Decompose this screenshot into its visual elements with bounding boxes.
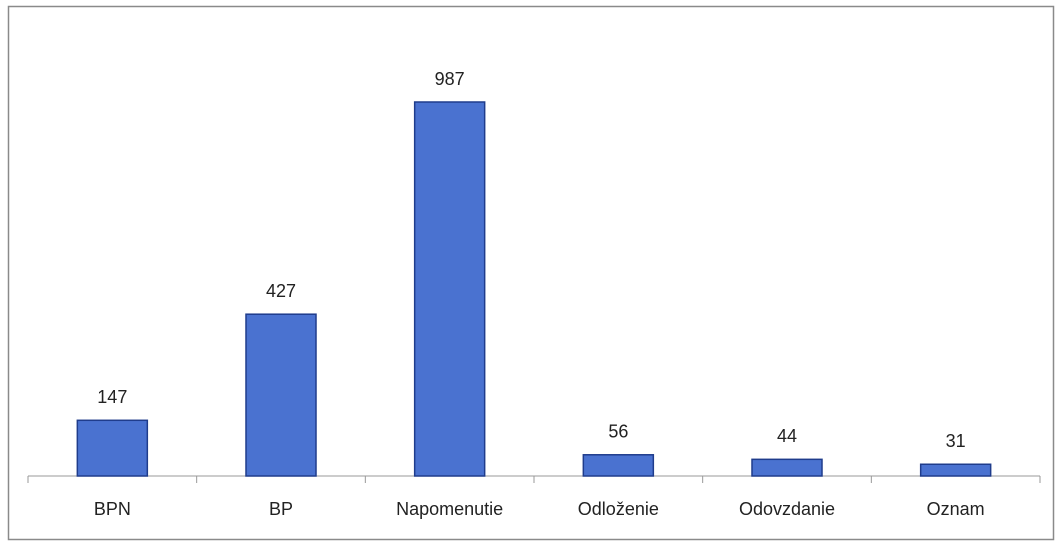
value-label: 427 bbox=[266, 281, 296, 301]
x-tick-label: Odloženie bbox=[578, 499, 659, 519]
chart-frame bbox=[7, 5, 1055, 541]
bar bbox=[245, 313, 317, 477]
value-label: 56 bbox=[608, 422, 628, 442]
x-tick-label: BPN bbox=[94, 499, 131, 519]
x-tick-label: BP bbox=[269, 499, 293, 519]
bar bbox=[919, 463, 992, 477]
x-tick-label: Oznam bbox=[927, 499, 985, 519]
bar bbox=[76, 419, 149, 477]
value-label: 44 bbox=[777, 426, 797, 446]
value-label: 31 bbox=[946, 431, 966, 451]
bar bbox=[751, 458, 823, 477]
bar bbox=[413, 101, 486, 477]
bar bbox=[582, 454, 655, 477]
x-tick-label: Odovzdanie bbox=[739, 499, 835, 519]
value-label: 987 bbox=[435, 69, 465, 89]
value-label: 147 bbox=[97, 387, 127, 407]
x-tick-label: Napomenutie bbox=[396, 499, 503, 519]
